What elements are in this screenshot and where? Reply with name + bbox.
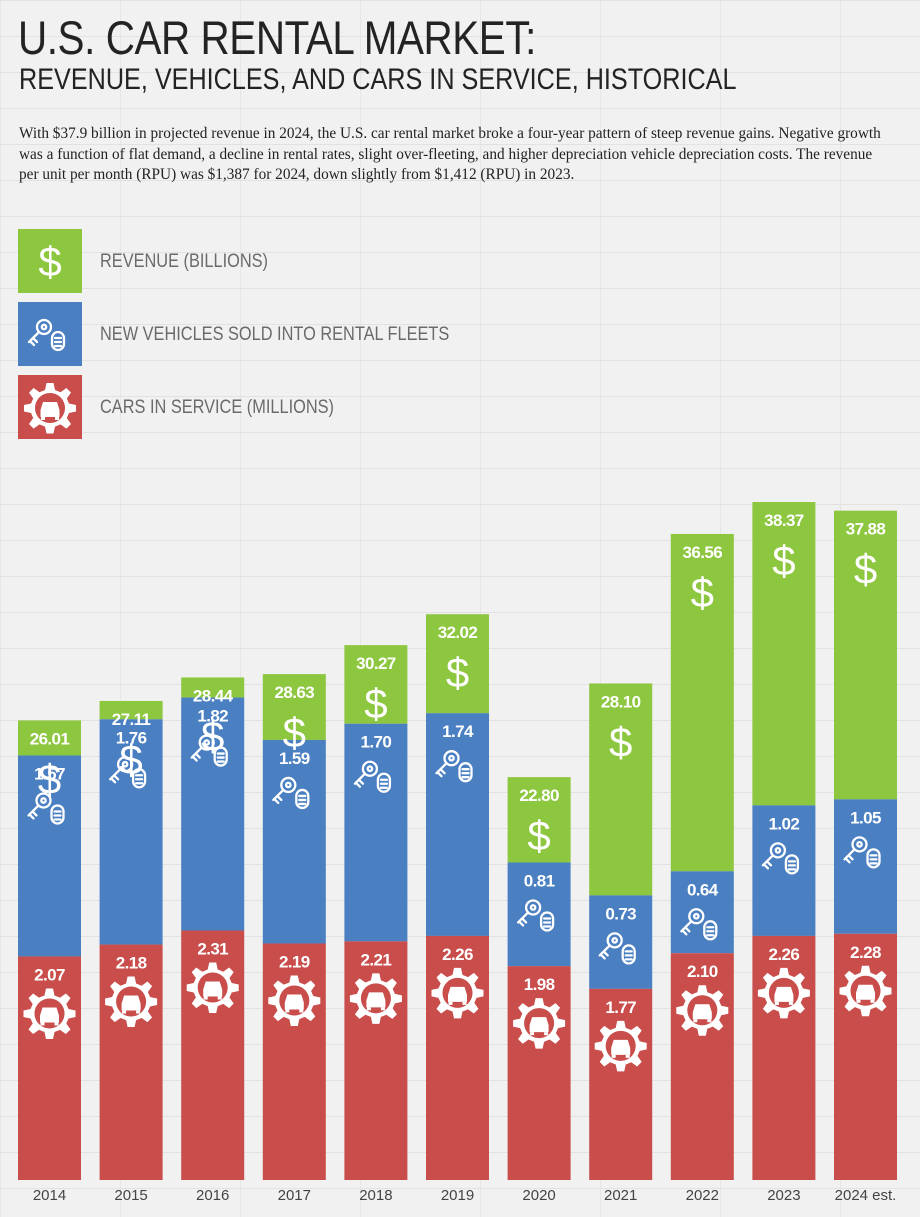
bar-cars-in-service xyxy=(589,988,653,1180)
label-new-vehicles: 1.74 xyxy=(442,722,474,741)
label-new-vehicles: 1.76 xyxy=(116,728,147,747)
car-gear-icon xyxy=(594,1020,647,1072)
legend-item-revenue: REVENUE (BILLIONS) xyxy=(18,229,718,293)
x-tick-label: 2019 xyxy=(441,1187,474,1204)
x-tick-label: 2017 xyxy=(278,1187,311,1204)
label-revenue: 38.37 xyxy=(764,511,804,530)
label-new-vehicles: 1.57 xyxy=(34,764,65,783)
dollar-icon xyxy=(364,680,388,728)
bar-revenue xyxy=(18,720,81,756)
label-new-vehicles: 0.73 xyxy=(605,904,636,923)
x-tick-label: 2023 xyxy=(767,1187,800,1204)
car-gear-icon xyxy=(18,375,82,439)
label-new-vehicles: 1.82 xyxy=(197,707,228,726)
label-new-vehicles: 1.59 xyxy=(279,749,310,768)
car-gear-icon xyxy=(186,962,239,1014)
label-cars-in-service: 2.31 xyxy=(197,940,228,959)
car-gear-icon xyxy=(349,973,402,1024)
x-tick-label: 2022 xyxy=(686,1187,719,1204)
label-revenue: 36.56 xyxy=(683,543,723,562)
legend-label-vehicles: NEW VEHICLES SOLD INTO RENTAL FLEETS xyxy=(100,324,450,345)
page-subtitle: REVENUE, VEHICLES, AND CARS IN SERVICE, … xyxy=(19,63,737,96)
car-gear-icon xyxy=(757,967,810,1019)
legend-label-cars-in-service: CARS IN SERVICE (MILLIONS) xyxy=(100,397,334,418)
label-revenue: 28.44 xyxy=(193,686,234,705)
car-gear-icon xyxy=(431,967,484,1019)
label-new-vehicles: 1.02 xyxy=(769,814,800,833)
car-gear-icon xyxy=(676,985,729,1036)
bar-new-vehicles xyxy=(262,739,326,944)
label-cars-in-service: 2.10 xyxy=(687,962,718,981)
dollar-icon xyxy=(527,812,551,860)
label-cars-in-service: 1.77 xyxy=(605,998,636,1017)
dollar-icon xyxy=(772,537,796,585)
label-cars-in-service: 2.21 xyxy=(361,950,392,969)
label-revenue: 30.27 xyxy=(356,654,396,673)
label-revenue: 32.02 xyxy=(438,623,478,642)
legend-swatch-vehicles xyxy=(18,302,82,366)
bar-new-vehicles xyxy=(344,723,408,942)
x-tick-label: 2020 xyxy=(522,1187,555,1204)
label-revenue: 28.63 xyxy=(275,683,315,702)
bar-revenue xyxy=(181,677,245,698)
dollar-icon xyxy=(690,568,714,616)
bar-new-vehicles xyxy=(752,805,816,936)
car-gear-icon xyxy=(513,998,566,1049)
label-new-vehicles: 1.05 xyxy=(850,808,881,827)
label-revenue: 26.01 xyxy=(30,729,70,748)
bar-new-vehicles xyxy=(834,799,897,934)
legend-swatch-revenue xyxy=(18,229,82,293)
dollar-icon xyxy=(18,229,82,293)
car-gear-icon xyxy=(268,975,321,1026)
bar-revenue xyxy=(589,683,653,896)
bar-new-vehicles xyxy=(507,862,571,967)
label-revenue: 27.11 xyxy=(112,710,151,729)
x-tick-label: 2016 xyxy=(196,1187,229,1204)
label-new-vehicles: 1.70 xyxy=(361,733,392,752)
label-cars-in-service: 1.98 xyxy=(524,975,555,994)
x-tick-label: 2018 xyxy=(359,1187,392,1204)
legend-item-vehicles: NEW VEHICLES SOLD INTO RENTAL FLEETS xyxy=(18,302,718,366)
dollar-icon xyxy=(609,718,633,766)
car-gear-icon xyxy=(105,976,158,1028)
x-tick-label: 2024 est. xyxy=(835,1187,897,1204)
legend-item-cars-in-service: CARS IN SERVICE (MILLIONS) xyxy=(18,375,718,439)
x-tick-label: 2015 xyxy=(114,1187,147,1204)
label-cars-in-service: 2.26 xyxy=(442,945,473,964)
page-title: U.S. CAR RENTAL MARKET: xyxy=(18,11,536,64)
label-revenue: 37.88 xyxy=(846,520,886,539)
label-cars-in-service: 2.07 xyxy=(34,965,65,984)
label-new-vehicles: 0.64 xyxy=(687,880,719,899)
legend-label-revenue: REVENUE (BILLIONS) xyxy=(100,251,268,272)
bar-new-vehicles xyxy=(426,713,489,936)
label-cars-in-service: 2.18 xyxy=(116,954,147,973)
label-new-vehicles: 0.81 xyxy=(524,871,555,890)
label-cars-in-service: 2.19 xyxy=(279,952,310,971)
label-revenue: 22.80 xyxy=(519,786,559,805)
label-cars-in-service: 2.28 xyxy=(850,943,881,962)
x-tick-label: 2014 xyxy=(33,1187,66,1204)
label-revenue: 28.10 xyxy=(601,692,641,711)
legend-swatch-cars-in-service xyxy=(18,375,82,439)
intro-paragraph: With $37.9 billion in projected revenue … xyxy=(19,125,881,183)
x-tick-label: 2021 xyxy=(604,1187,637,1204)
dollar-icon xyxy=(445,649,470,697)
car-gear-icon xyxy=(23,988,76,1039)
car-gear-icon xyxy=(839,965,892,1017)
dollar-icon xyxy=(853,545,878,593)
label-cars-in-service: 2.26 xyxy=(769,945,800,964)
bar-revenue xyxy=(99,700,163,720)
car-keys-icon xyxy=(18,302,82,366)
